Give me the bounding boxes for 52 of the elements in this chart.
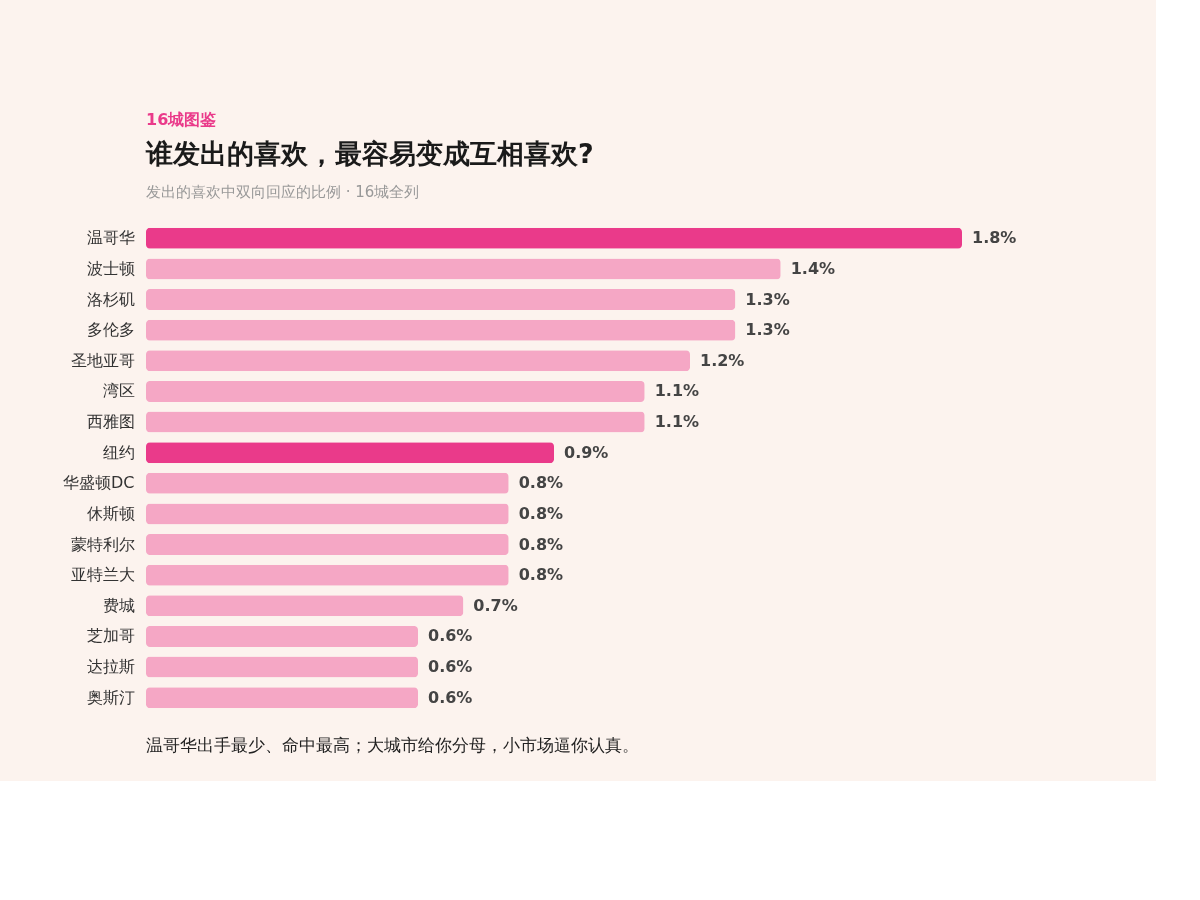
bar: [146, 534, 509, 556]
text: 温哥华出手最少、命中最高；大城市给你分母，小市场逼你认真。: [146, 735, 639, 755]
bar: [146, 595, 464, 617]
y-tick-label: 纽约: [102, 442, 135, 462]
bar: [146, 411, 645, 433]
bar: [146, 289, 736, 311]
y-tick-label: 波士顿: [86, 258, 135, 278]
y-tick-label: 奥斯汀: [86, 687, 135, 707]
data-label: 0.8%: [518, 565, 564, 585]
y-tick-label: 休斯顿: [86, 503, 135, 523]
data-label: 0.9%: [564, 442, 609, 462]
y-tick-label: 费城: [102, 595, 135, 615]
data-label: 1.2%: [700, 350, 745, 370]
data-label: 0.6%: [428, 657, 473, 677]
data-label: 0.7%: [473, 595, 518, 615]
data-label: 0.8%: [518, 534, 564, 554]
bar: [146, 258, 781, 280]
bar: [146, 350, 690, 372]
data-label: 1.4%: [790, 258, 836, 278]
y-tick-label: 蒙特利尔: [70, 534, 135, 554]
y-tick-label: 达拉斯: [86, 657, 135, 677]
data-label: 1.1%: [654, 381, 700, 401]
bar: [146, 319, 736, 341]
data-label: 0.8%: [518, 473, 564, 493]
bar: [146, 687, 418, 709]
data-label: 0.6%: [428, 687, 473, 707]
bar: [146, 625, 418, 647]
y-tick-label: 华盛顿DC: [63, 473, 135, 493]
y-tick-label: 湾区: [102, 381, 135, 401]
data-label: 0.6%: [428, 626, 473, 646]
bar: [146, 472, 509, 494]
chart-title: 谁发出的喜欢，最容易变成互相喜欢?: [145, 138, 594, 169]
data-label: 0.8%: [518, 503, 564, 523]
y-tick-label: 芝加哥: [86, 626, 135, 646]
y-tick-label: 圣地亚哥: [70, 350, 135, 370]
data-label: 1.3%: [745, 289, 790, 309]
bar: [146, 656, 418, 678]
text: 16城图鉴: [146, 110, 217, 129]
chart-subtitle: 发出的喜欢中双向回应的比例 · 16城全列: [146, 183, 420, 201]
data-label: 1.3%: [745, 320, 790, 340]
data-label: 1.8%: [972, 228, 1017, 248]
y-tick-label: 多伦多: [86, 320, 135, 340]
bar: [146, 564, 509, 586]
y-tick-label: 洛杉矶: [86, 289, 135, 309]
y-tick-label: 亚特兰大: [70, 565, 135, 585]
bar: [146, 380, 645, 402]
bar: [146, 227, 962, 249]
y-tick-label: 西雅图: [86, 412, 135, 432]
bar: [146, 503, 509, 525]
bar: [146, 442, 554, 464]
data-label: 1.1%: [654, 412, 700, 432]
y-tick-label: 温哥华: [86, 228, 135, 248]
